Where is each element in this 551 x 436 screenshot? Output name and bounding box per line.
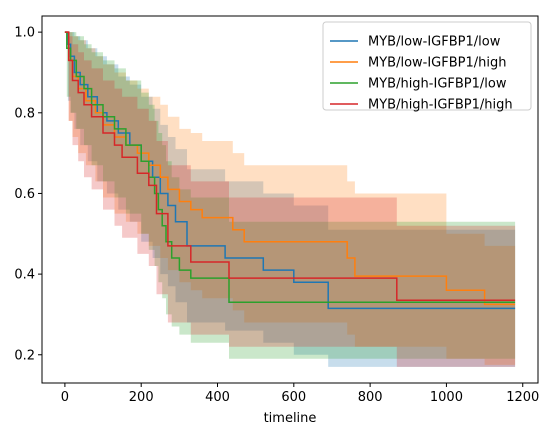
survival-curves <box>64 31 516 310</box>
y-axis-ticks: 0.2 0.4 0.6 0.8 1.0 <box>14 26 42 363</box>
confidence-band-3 <box>64 32 516 359</box>
x-tick-label: 1200 <box>506 390 539 405</box>
x-tick-label: 1000 <box>430 390 463 405</box>
legend-label: MYB/low-IGFBP1/high <box>368 56 506 71</box>
y-tick-label: 0.6 <box>14 187 35 202</box>
axes-frame <box>41 15 539 384</box>
y-tick-label: 0.8 <box>14 106 35 121</box>
y-tick-label: 1.0 <box>14 26 35 41</box>
legend-label: MYB/high-IGFBP1/low <box>368 77 507 92</box>
legend-label: MYB/low-IGFBP1/low <box>368 35 501 50</box>
confidence-bands <box>64 32 516 367</box>
survival-line-4 <box>64 31 516 302</box>
legend: MYB/low-IGFBP1/low MYB/low-IGFBP1/high MYB… <box>322 21 532 113</box>
x-tick-label: 600 <box>281 390 306 405</box>
y-tick-label: 0.4 <box>14 268 35 283</box>
confidence-band-4 <box>64 32 516 367</box>
survival-line-2 <box>64 31 516 306</box>
survival-line-3 <box>64 31 516 304</box>
x-tick-label: 0 <box>61 390 69 405</box>
x-axis-ticks: 0 200 400 600 800 1000 1200 <box>61 383 539 405</box>
x-axis-label: timeline <box>264 411 317 426</box>
x-tick-label: 400 <box>205 390 230 405</box>
y-tick-label: 0.2 <box>14 348 35 363</box>
x-tick-label: 200 <box>129 390 154 405</box>
legend-box <box>322 21 532 111</box>
legend-label: MYB/high-IGFBP1/high <box>368 98 513 113</box>
confidence-band-1 <box>64 32 516 367</box>
x-tick-label: 800 <box>358 390 383 405</box>
confidence-band-2 <box>64 32 516 365</box>
